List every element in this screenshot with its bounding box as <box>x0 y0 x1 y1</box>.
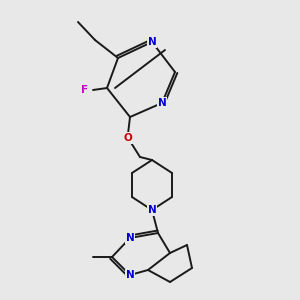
Text: O: O <box>124 133 132 143</box>
Text: N: N <box>126 270 134 280</box>
Text: N: N <box>148 37 156 47</box>
Text: N: N <box>148 205 156 215</box>
Text: N: N <box>158 98 166 108</box>
Text: F: F <box>81 85 88 95</box>
Text: N: N <box>126 233 134 243</box>
